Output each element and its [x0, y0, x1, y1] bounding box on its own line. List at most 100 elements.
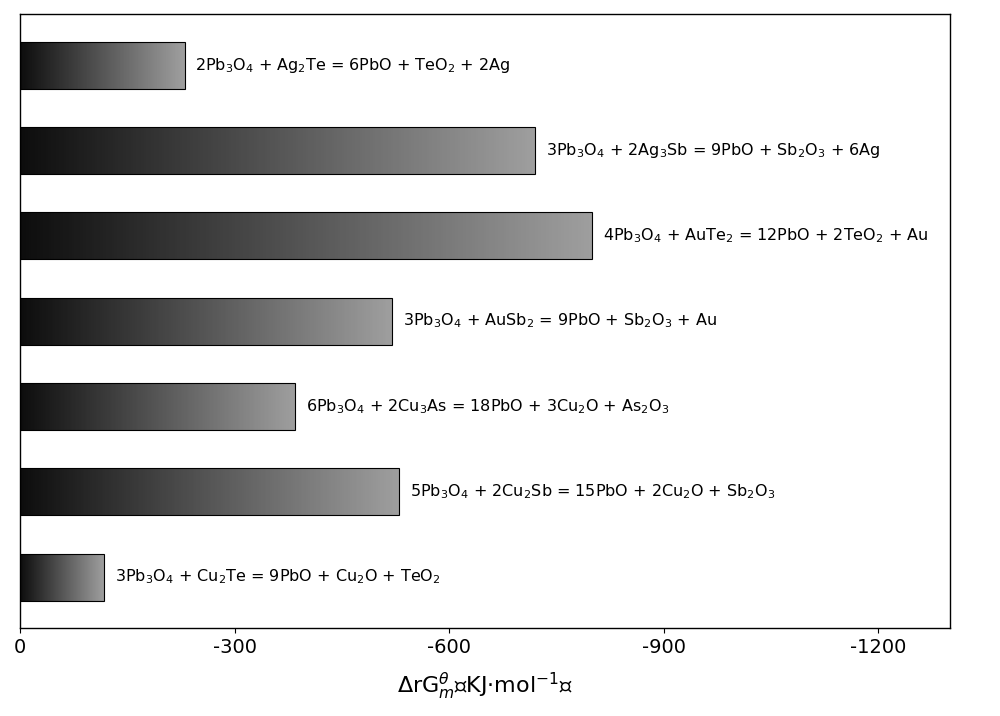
Bar	[438, 212, 441, 259]
Bar	[143, 298, 145, 344]
Bar	[262, 298, 264, 344]
Bar	[270, 127, 272, 174]
Bar	[151, 127, 154, 174]
Bar	[20, 468, 399, 516]
Bar	[124, 468, 126, 516]
Bar	[26, 298, 27, 344]
Bar	[442, 127, 445, 174]
Bar	[154, 212, 157, 259]
Bar	[51, 212, 54, 259]
Bar	[357, 468, 359, 516]
Bar	[401, 212, 403, 259]
Bar	[104, 298, 106, 344]
Bar	[203, 383, 205, 430]
Bar	[111, 468, 113, 516]
Bar	[33, 127, 35, 174]
Bar	[472, 212, 475, 259]
Bar	[158, 468, 160, 516]
Bar	[46, 212, 49, 259]
Text: 4Pb$_3$O$_4$ + AuTe$_2$ = 12PbO + 2TeO$_2$ + Au: 4Pb$_3$O$_4$ + AuTe$_2$ = 12PbO + 2TeO$_…	[603, 226, 928, 245]
Bar	[23, 127, 25, 174]
Text: 3Pb$_3$O$_4$ + AuSb$_2$ = 9PbO + Sb$_2$O$_3$ + Au: 3Pb$_3$O$_4$ + AuSb$_2$ = 9PbO + Sb$_2$O…	[403, 311, 717, 331]
Bar	[54, 212, 57, 259]
Bar	[110, 383, 111, 430]
Bar	[234, 298, 236, 344]
Bar	[129, 212, 132, 259]
Bar	[278, 468, 280, 516]
Bar	[61, 298, 63, 344]
Bar	[179, 468, 181, 516]
Bar	[164, 468, 166, 516]
Bar	[468, 127, 471, 174]
Bar	[355, 298, 357, 344]
Bar	[211, 468, 213, 516]
Bar	[386, 298, 388, 344]
Bar	[259, 468, 261, 516]
Bar	[202, 298, 204, 344]
Bar	[263, 468, 265, 516]
Bar	[414, 127, 417, 174]
Bar	[38, 383, 39, 430]
Bar	[50, 468, 52, 516]
Bar	[84, 127, 87, 174]
Bar	[395, 468, 397, 516]
Bar	[105, 127, 108, 174]
Bar	[187, 127, 190, 174]
Bar	[356, 468, 357, 516]
Bar	[54, 468, 56, 516]
Bar	[350, 468, 352, 516]
Bar	[144, 127, 146, 174]
Bar	[346, 468, 348, 516]
Bar	[23, 212, 26, 259]
Bar	[194, 383, 195, 430]
Bar	[229, 383, 231, 430]
Bar	[215, 212, 217, 259]
Bar	[238, 468, 240, 516]
Bar	[137, 298, 139, 344]
Bar	[198, 383, 199, 430]
Bar	[39, 298, 40, 344]
Bar	[138, 468, 139, 516]
Bar	[538, 212, 541, 259]
Bar	[326, 212, 329, 259]
Bar	[178, 298, 180, 344]
Bar	[432, 212, 435, 259]
Bar	[357, 127, 360, 174]
Bar	[173, 298, 174, 344]
Bar	[514, 127, 517, 174]
Bar	[35, 298, 37, 344]
Bar	[396, 127, 399, 174]
Bar	[312, 212, 315, 259]
Bar	[92, 212, 94, 259]
Bar	[89, 298, 91, 344]
Bar	[102, 127, 105, 174]
Bar	[242, 383, 243, 430]
Bar	[20, 553, 104, 601]
Bar	[348, 468, 350, 516]
Bar	[369, 212, 372, 259]
Bar	[106, 298, 107, 344]
Bar	[409, 127, 411, 174]
Bar	[308, 127, 311, 174]
Bar	[189, 298, 191, 344]
Bar	[29, 468, 31, 516]
Bar	[263, 212, 266, 259]
Bar	[213, 298, 215, 344]
Bar	[107, 383, 108, 430]
Bar	[97, 127, 100, 174]
Bar	[202, 468, 204, 516]
Bar	[146, 127, 149, 174]
Bar	[229, 212, 232, 259]
Bar	[280, 298, 282, 344]
Bar	[289, 383, 290, 430]
Bar	[33, 298, 35, 344]
Bar	[303, 212, 306, 259]
Bar	[450, 127, 453, 174]
Bar	[295, 468, 297, 516]
Bar	[30, 383, 31, 430]
Bar	[162, 468, 164, 516]
Bar	[69, 127, 72, 174]
Bar	[373, 298, 375, 344]
Bar	[288, 298, 290, 344]
Bar	[283, 468, 285, 516]
